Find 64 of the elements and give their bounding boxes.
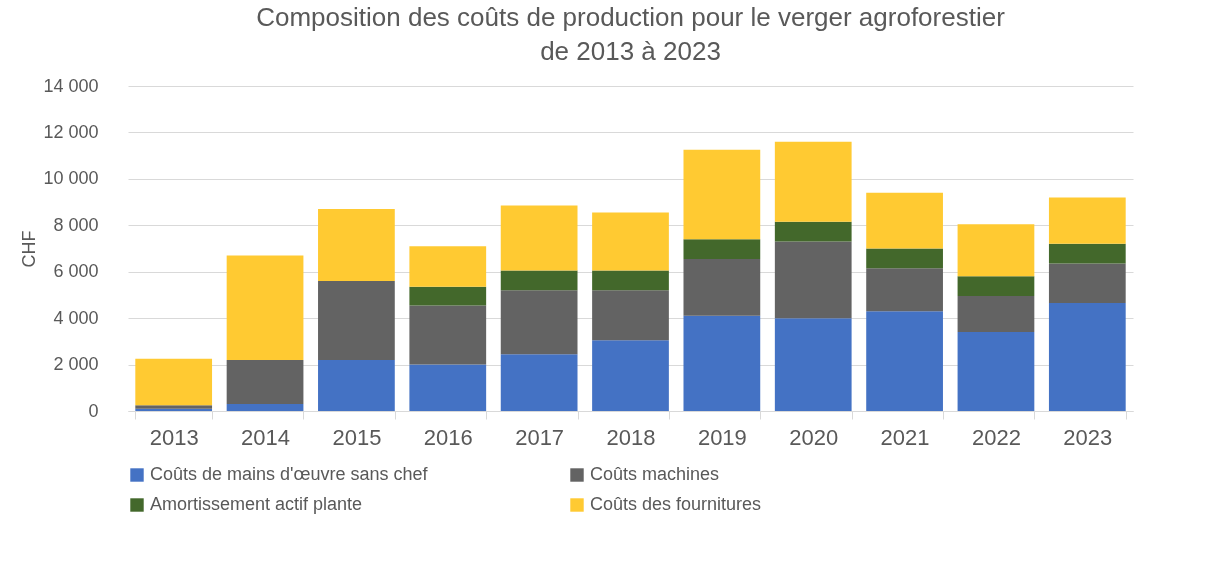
bar [957, 224, 1035, 277]
x-tick-label: 2023 [1063, 424, 1113, 450]
chart-title: Composition des coûts de production pour le verger agroforestier de 2013 à 2023 [256, 2, 1006, 66]
y-axis-title: CHF [19, 230, 40, 268]
bar [1048, 303, 1126, 411]
bar [1048, 263, 1126, 304]
x-tick-label: 2016 [423, 424, 473, 450]
bar [500, 270, 578, 291]
bar [774, 141, 852, 222]
bar [774, 318, 852, 411]
bar [683, 239, 761, 259]
bar [500, 354, 578, 411]
bar [409, 286, 487, 306]
bar [500, 205, 578, 271]
x-tick-label: 2014 [241, 424, 291, 450]
legend-label: Amortissement actif plante [150, 494, 363, 514]
bar [866, 248, 943, 269]
bar [1048, 243, 1126, 264]
x-tick-label: 2017 [515, 424, 565, 450]
x-tick-label: 2022 [971, 424, 1021, 450]
y-tick-label: 2 000 [53, 354, 99, 375]
bar [957, 276, 1035, 297]
bar [226, 404, 304, 411]
y-tick-label: 4 000 [53, 307, 99, 328]
bar [683, 149, 761, 240]
bar [683, 258, 761, 316]
x-tick-label: 2015 [332, 424, 382, 450]
legend-label: Coûts machines [590, 464, 720, 484]
bar [226, 255, 304, 360]
bar [409, 305, 487, 365]
bar [774, 221, 852, 242]
y-tick-label: 0 [88, 400, 99, 421]
legend-label: Coûts des fournitures [590, 494, 762, 514]
bar [957, 332, 1035, 411]
x-tick-label: 2020 [789, 424, 839, 450]
x-tick-label: 2021 [880, 424, 930, 450]
bar [592, 212, 669, 271]
bar [774, 241, 852, 319]
bar [318, 209, 395, 281]
bar [409, 246, 487, 287]
bar [409, 364, 487, 411]
bar [683, 315, 761, 411]
bar [866, 268, 943, 312]
bar [866, 311, 943, 411]
x-tick-label: 2013 [149, 424, 199, 450]
bar [866, 192, 943, 249]
bar [592, 290, 669, 341]
bar [135, 358, 213, 406]
legend-label: Coûts de mains d'œuvre sans chef [150, 464, 429, 484]
x-tick-label: 2019 [697, 424, 747, 450]
bar [592, 270, 669, 291]
y-tick-label: 14 000 [43, 75, 99, 96]
bar [1048, 197, 1126, 244]
y-tick-label: 12 000 [43, 121, 99, 142]
bar [500, 290, 578, 355]
x-tick-label: 2018 [606, 424, 656, 450]
y-tick-label: 10 000 [43, 168, 99, 189]
y-tick-label: 6 000 [53, 261, 99, 282]
bar [957, 296, 1035, 333]
y-tick-label: 8 000 [53, 214, 99, 235]
bar [318, 281, 395, 360]
bar [592, 340, 669, 411]
bar [226, 359, 304, 405]
bar [318, 359, 395, 411]
